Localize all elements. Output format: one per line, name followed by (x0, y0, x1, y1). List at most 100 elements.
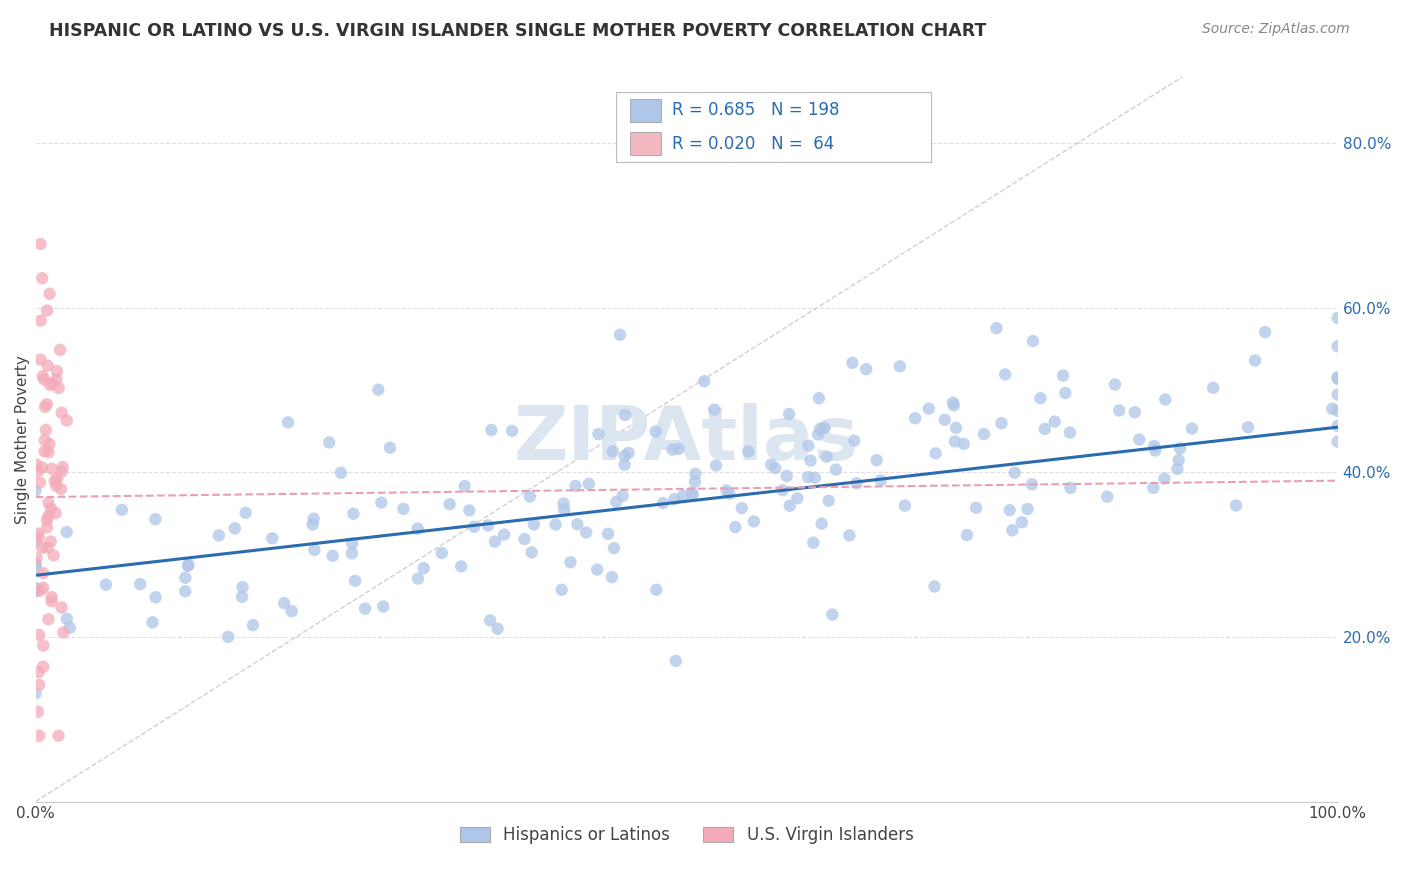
Point (24, 483, 46, 498)
Text: Source: ZipAtlas.com: Source: ZipAtlas.com (1202, 22, 1350, 37)
Point (322, 549, 344, 563)
Point (51, 406, 73, 420)
Point (24, 534, 46, 549)
Point (613, 458, 636, 472)
Point (612, 489, 634, 503)
Point (32, 566, 55, 580)
Point (519, 490, 541, 504)
Point (37, 359, 59, 373)
Point (1322, 401, 1344, 416)
Point (942, 398, 965, 412)
Point (672, 489, 695, 503)
Point (1143, 439, 1166, 453)
Point (1144, 443, 1167, 458)
Point (810, 516, 832, 531)
Point (45, 372, 67, 386)
Point (330, 466, 353, 480)
Point (1059, 481, 1081, 495)
Point (1168, 442, 1191, 456)
Point (25, 551, 48, 566)
Point (965, 500, 987, 515)
Point (41, 594, 63, 608)
Point (45, 479, 67, 493)
Point (1202, 381, 1225, 395)
Point (453, 479, 475, 493)
Point (1029, 391, 1052, 405)
Point (586, 563, 609, 577)
Point (55, 414, 77, 428)
Point (318, 435, 340, 450)
Point (1095, 490, 1118, 504)
Point (39, 501, 62, 516)
Point (34, 444, 56, 458)
Point (39, 534, 62, 549)
Point (28, 665, 51, 679)
Point (973, 427, 995, 442)
Point (38, 437, 60, 451)
Point (718, 487, 741, 501)
Point (924, 580, 946, 594)
Point (1225, 499, 1247, 513)
Point (232, 580, 254, 594)
Point (27, 464, 49, 478)
Point (609, 327, 631, 342)
Point (998, 503, 1021, 517)
Point (956, 528, 979, 542)
Point (1326, 370, 1348, 384)
Point (37, 496, 59, 510)
Point (344, 574, 367, 588)
Point (1043, 415, 1066, 429)
Point (786, 491, 808, 506)
Point (797, 470, 820, 484)
Point (513, 532, 536, 546)
Point (821, 607, 844, 622)
Point (25, 458, 48, 472)
Point (797, 439, 820, 453)
Point (24, 584, 46, 599)
Point (463, 520, 485, 534)
Point (544, 517, 567, 532)
Point (49, 343, 72, 357)
Point (869, 474, 891, 488)
Point (855, 362, 877, 376)
Point (45, 364, 67, 378)
Point (28, 628, 51, 642)
Text: HISPANIC OR LATINO VS U.S. VIRGIN ISLANDER SINGLE MOTHER POVERTY CORRELATION CHA: HISPANIC OR LATINO VS U.S. VIRGIN ISLAND… (49, 22, 987, 40)
Point (804, 471, 827, 485)
Point (37, 508, 59, 523)
Y-axis label: Single Mother Poverty: Single Mother Poverty (15, 355, 30, 524)
Point (51, 600, 73, 615)
Point (651, 496, 673, 510)
Point (55, 612, 77, 626)
Point (889, 359, 911, 374)
Point (1104, 377, 1126, 392)
Point (742, 515, 765, 529)
Point (111, 503, 134, 517)
Point (484, 534, 506, 549)
Point (31, 460, 53, 475)
Point (661, 442, 683, 457)
Point (924, 446, 946, 460)
Point (553, 496, 575, 510)
Point (799, 453, 821, 467)
Point (242, 618, 264, 632)
Point (1108, 403, 1130, 417)
Point (177, 558, 200, 573)
Point (35, 303, 58, 318)
Point (682, 488, 704, 502)
Point (704, 458, 727, 473)
Point (340, 546, 363, 560)
Point (943, 434, 966, 449)
Point (1021, 477, 1043, 491)
Point (772, 483, 794, 498)
Point (34, 434, 56, 448)
Point (645, 582, 668, 597)
Point (990, 416, 1012, 430)
Point (430, 546, 453, 560)
Point (412, 561, 434, 575)
Point (567, 517, 589, 532)
Point (34, 373, 56, 387)
Point (1326, 434, 1348, 449)
Point (450, 559, 472, 574)
Point (27, 526, 49, 541)
